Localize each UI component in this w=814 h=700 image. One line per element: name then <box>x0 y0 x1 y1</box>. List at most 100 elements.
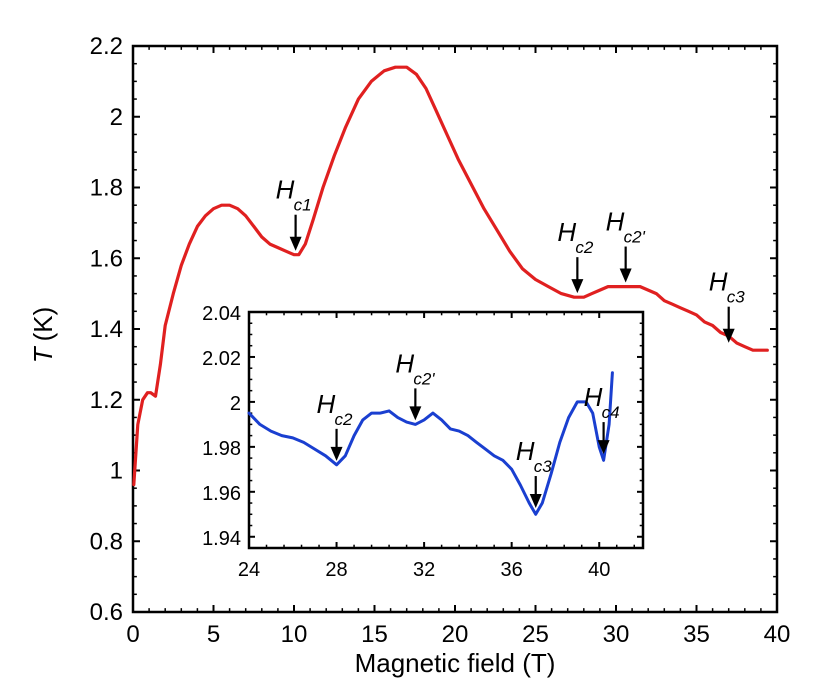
annotation-c2prime: Hc2' <box>395 348 435 421</box>
inset-data-point <box>550 472 552 475</box>
inset-ytick-label: 1.98 <box>202 438 241 460</box>
main-data-point <box>312 218 315 221</box>
main-data-point <box>446 133 448 136</box>
inset-data-point <box>324 454 327 457</box>
main-data-point <box>268 243 271 246</box>
main-data-point <box>146 391 149 394</box>
main-tick-marks <box>132 45 778 613</box>
main-data-point <box>671 303 674 306</box>
main-data-point <box>333 154 336 157</box>
annotation-c3: Hc3 <box>709 267 745 343</box>
main-data-point <box>297 253 300 256</box>
inset-data-point <box>466 434 469 437</box>
inset-data-point <box>458 430 461 433</box>
main-xtick-label: 15 <box>361 621 388 648</box>
main-data-point <box>370 80 373 83</box>
main-xtick-label: 25 <box>522 621 549 648</box>
main-data-point <box>508 250 511 253</box>
inset-data-point <box>280 434 283 437</box>
annotation-label: H <box>709 267 728 297</box>
annotation-label: H <box>516 436 535 466</box>
main-data-point <box>735 342 738 345</box>
annotation-c2prime: Hc2' <box>606 207 646 283</box>
inset-data-point <box>291 436 294 439</box>
main-data-point <box>695 313 698 316</box>
main-data-point <box>164 324 167 327</box>
main-data-point <box>687 310 690 313</box>
inset-ytick-label: 2 <box>230 393 241 415</box>
annotation-label: H <box>276 175 295 205</box>
inset-data-point <box>344 454 347 457</box>
main-data-point <box>647 289 650 291</box>
main-data-point <box>285 250 287 253</box>
inset-data-point <box>598 445 601 448</box>
main-data-point <box>136 423 139 426</box>
annotation-subscript: c1 <box>294 196 312 215</box>
main-data-point <box>304 243 307 246</box>
inset-data-point <box>585 401 587 403</box>
main-data-point <box>521 267 524 270</box>
main-data-point <box>244 214 247 217</box>
inset-data-point <box>440 418 443 421</box>
inset-data-point <box>484 448 487 451</box>
inset-data-point <box>423 418 426 421</box>
down-arrow-icon <box>619 268 632 283</box>
inset-data-point <box>576 401 579 403</box>
inset-data-point <box>361 418 364 421</box>
inset-data-point <box>519 484 522 486</box>
main-data-point <box>180 264 183 267</box>
inset-data-point <box>493 454 496 457</box>
annotation-c4: Hc4 <box>584 382 620 455</box>
annotation-c1: Hc1 <box>276 175 312 251</box>
main-data-point <box>663 299 666 302</box>
main-data-point <box>141 398 144 401</box>
main-data-point <box>590 292 593 295</box>
inset-data-point <box>302 441 305 444</box>
main-ytick-label: 1 <box>110 458 123 485</box>
main-data-point <box>615 285 617 288</box>
main-data-point <box>260 236 263 238</box>
main-tick-labels: 0 5 10 15 20 25 30 35 40 0.6 0.8 1 1.2 1.4 1.6 1.8 2 2.2 <box>90 33 791 648</box>
inset-data-point <box>370 412 373 415</box>
main-data-point <box>711 324 714 327</box>
annotation-c3: Hc3 <box>516 436 553 509</box>
inset-ytick-label: 1.96 <box>202 483 241 505</box>
main-ytick-label: 2 <box>110 104 123 131</box>
main-data-point <box>132 483 135 486</box>
inset-xtick-label: 40 <box>588 559 610 581</box>
main-ytick-label: 0.8 <box>90 528 123 555</box>
main-data-point <box>357 98 360 100</box>
annotation-subscript: c2' <box>413 369 435 388</box>
inset-data-point <box>534 513 537 516</box>
main-data-point <box>228 204 231 207</box>
inset-data-point <box>528 502 531 504</box>
y-axis-title-unit: (K) <box>28 307 58 342</box>
main-data-point <box>425 87 427 90</box>
inset-series-group <box>247 371 614 516</box>
inset-data-point <box>591 412 594 415</box>
annotation-c2: Hc2 <box>317 389 353 461</box>
annotation-subscript: c3 <box>534 457 553 476</box>
y-axis-title: T (K) <box>28 307 58 364</box>
main-data-point <box>322 186 324 189</box>
inset-data-point <box>414 423 417 426</box>
main-data-point <box>573 296 576 299</box>
main-data-point <box>415 73 418 76</box>
inset-data-point <box>313 448 316 451</box>
annotation-label: H <box>395 348 414 378</box>
inset-data-point <box>388 409 390 412</box>
main-data-point <box>703 321 706 323</box>
main-data-point <box>743 345 746 348</box>
main-data-point <box>457 158 460 161</box>
inset-data-point <box>475 441 478 444</box>
main-ytick-label: 0.6 <box>90 599 123 626</box>
main-data-point <box>483 207 485 210</box>
main-data-point <box>679 306 682 309</box>
inset-tick-labels: 24 28 32 36 40 1.94 1.96 1.98 2 2.02 2.04 <box>202 303 610 581</box>
inset-ytick-label: 2.04 <box>202 303 241 325</box>
main-xtick-label: 40 <box>764 621 791 648</box>
main-data-point <box>293 253 295 256</box>
main-data-point <box>760 349 762 352</box>
inset-data-point <box>611 371 614 374</box>
inset-data-point <box>269 430 272 433</box>
